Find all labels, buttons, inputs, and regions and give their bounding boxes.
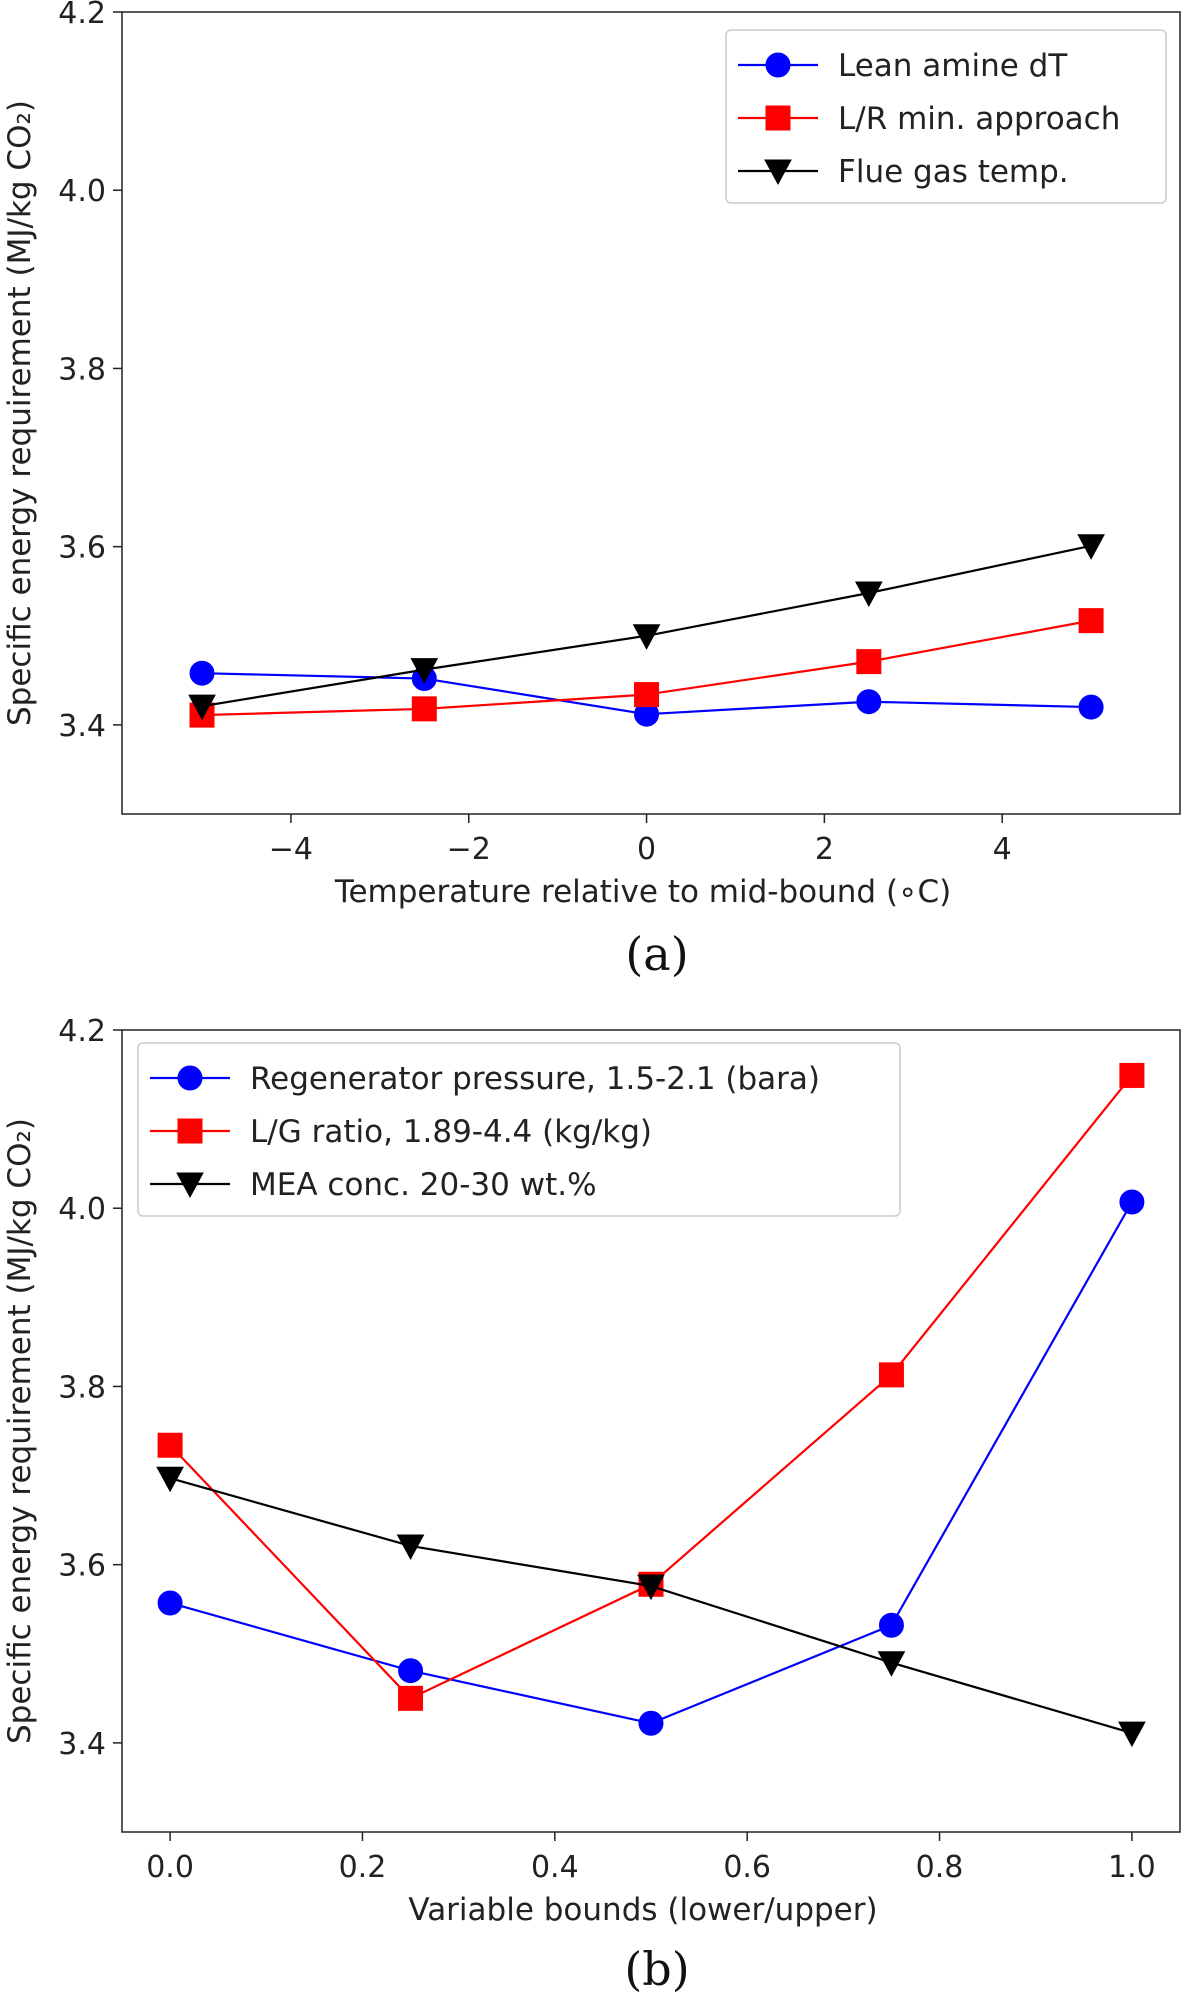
y-tick-label: 4.2: [58, 0, 106, 31]
data-point: [1119, 1062, 1145, 1088]
series-1: [157, 1189, 1145, 1736]
legend-marker: [177, 1118, 203, 1144]
legend-marker: [765, 52, 791, 78]
data-point: [856, 689, 882, 715]
series-2: [189, 608, 1104, 728]
plot-frame: [121, 11, 1181, 815]
data-point: [632, 624, 661, 650]
x-tick-label: 2: [815, 832, 834, 867]
x-axis-label: Temperature relative to mid-bound (∘C): [334, 874, 951, 910]
chart-panel-b: 0.0 0.2 0.4 0.6 0.8 1.0 3.4 3.6 3.8 4.0 4.2 Variabl…: [2, 1014, 1181, 1996]
legend-marker: [764, 159, 792, 186]
data-point: [157, 1432, 183, 1458]
y-tick-label: 3.4: [58, 709, 106, 744]
data-point: [398, 1685, 424, 1711]
legend-label: Flue gas temp.: [838, 154, 1069, 190]
x-tick-label: 1.0: [1108, 1850, 1156, 1885]
y-tick-label: 4.0: [58, 174, 106, 209]
data-point: [156, 1466, 184, 1493]
x-axis-label: Variable bounds (lower/upper): [408, 1892, 877, 1928]
legend-marker: [765, 105, 791, 131]
y-tick-label: 3.8: [58, 1370, 106, 1405]
series-3: [156, 1466, 1146, 1748]
panel-label: (b): [624, 1942, 689, 1996]
legend-item: L/R min. approach: [738, 101, 1120, 137]
y-tick-label: 3.6: [58, 531, 106, 566]
y-tick-label: 3.4: [58, 1727, 106, 1762]
data-point: [411, 696, 437, 722]
data-point: [854, 581, 883, 608]
legend: Regenerator pressure, 1.5-2.1 (bara) L/G …: [137, 1042, 901, 1217]
data-point: [157, 1590, 183, 1616]
legend-item: Lean amine dT: [738, 48, 1068, 84]
data-point: [877, 1651, 906, 1677]
y-tick-label: 3.6: [58, 1549, 106, 1584]
data-point: [634, 682, 660, 708]
legend-label: L/R min. approach: [838, 101, 1120, 137]
data-point: [189, 660, 215, 686]
legend-box: [137, 1042, 901, 1217]
data-point: [396, 1534, 425, 1561]
y-axis-label: Specific energy requirement (MJ/kg CO₂): [2, 100, 38, 726]
plot-frame: [121, 1029, 1181, 1833]
legend-label: Regenerator pressure, 1.5-2.1 (bara): [250, 1061, 820, 1097]
data-point: [856, 649, 882, 675]
y-tick-label: 4.0: [58, 1192, 106, 1227]
legend-label: MEA conc. 20-30 wt.%: [250, 1167, 597, 1203]
x-tick-label: 0.0: [146, 1850, 194, 1885]
series-3: [188, 534, 1105, 721]
legend-item: L/G ratio, 1.89-4.4 (kg/kg): [150, 1114, 652, 1150]
x-tick-label: −4: [269, 832, 313, 867]
legend-marker: [176, 1172, 204, 1199]
legend: Lean amine dT L/R min. approach Flue gas t…: [725, 29, 1167, 204]
x-tick-label: −2: [447, 832, 491, 867]
data-point: [398, 1658, 424, 1684]
legend-label: Lean amine dT: [838, 48, 1068, 84]
data-point: [1078, 608, 1104, 634]
legend-label: L/G ratio, 1.89-4.4 (kg/kg): [250, 1114, 652, 1150]
x-tick-label: 4: [993, 832, 1012, 867]
legend-item: Regenerator pressure, 1.5-2.1 (bara): [150, 1061, 820, 1097]
legend-item: MEA conc. 20-30 wt.%: [150, 1167, 597, 1203]
panel-label: (a): [625, 927, 688, 981]
chart-panel-a: −4 −2 0 2 4 3.4 3.6 3.8 4.0 4.2 Temperature relati…: [2, 0, 1181, 981]
data-point: [1077, 534, 1105, 560]
legend-box: [725, 29, 1167, 204]
data-point: [410, 658, 439, 684]
x-tick-label: 0: [637, 832, 656, 867]
data-point: [878, 1612, 904, 1638]
x-tick-label: 0.8: [916, 1850, 964, 1885]
legend-item: Flue gas temp.: [738, 154, 1069, 190]
x-tick-label: 0.4: [531, 1850, 579, 1885]
data-point: [188, 694, 216, 721]
y-tick-label: 4.2: [58, 1014, 106, 1049]
data-point: [878, 1362, 904, 1388]
x-tick-label: 0.2: [339, 1850, 387, 1885]
data-point: [1078, 694, 1104, 720]
y-tick-label: 3.8: [58, 352, 106, 387]
legend-marker: [177, 1065, 203, 1091]
y-axis-label: Specific energy requirement (MJ/kg CO₂): [2, 1118, 38, 1744]
data-point: [638, 1710, 664, 1736]
data-point: [1118, 1721, 1146, 1748]
data-point: [1119, 1189, 1145, 1215]
data-point: [637, 1574, 665, 1601]
x-tick-label: 0.6: [723, 1850, 771, 1885]
